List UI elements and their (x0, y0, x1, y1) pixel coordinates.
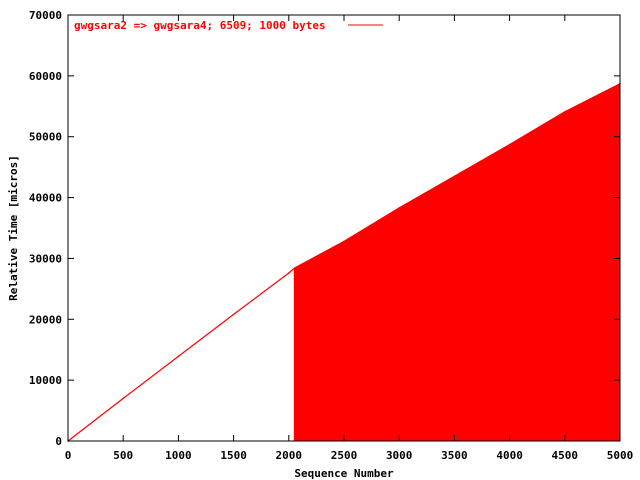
y-tick-label: 40000 (29, 192, 62, 205)
series-point (288, 272, 290, 274)
ticks-layer: 0 500 1000 1500 2000 2500 3000 3500 4000 4500 5000… (29, 9, 633, 462)
x-tick-label: 1500 (220, 449, 247, 462)
series-point (232, 313, 235, 316)
y-tick-label: 30000 (29, 252, 62, 265)
y-tick-label: 60000 (29, 70, 62, 83)
x-tick-label: 4000 (496, 449, 523, 462)
x-tick-label: 0 (65, 449, 72, 462)
x-tick-label: 3500 (441, 449, 468, 462)
series-impulses-fill (293, 82, 621, 442)
y-axis-label: Relative Time [micros] (7, 155, 20, 301)
x-tick-label: 1000 (165, 449, 192, 462)
x-tick-label: 5000 (607, 449, 634, 462)
series-point (122, 397, 124, 400)
series-layer (67, 82, 621, 442)
x-tick-label: 2500 (331, 449, 358, 462)
series-point (564, 110, 566, 113)
y-tick-label: 20000 (29, 313, 62, 326)
plot-area: 0 500 1000 1500 2000 2500 3000 3500 4000 4500 5000… (29, 9, 633, 462)
x-axis-label: Sequence Number (294, 467, 394, 480)
x-tick-label: 500 (113, 449, 133, 462)
series-point (177, 355, 180, 358)
y-tick-label: 0 (55, 435, 62, 448)
x-tick-label: 4500 (552, 449, 579, 462)
series-point (293, 267, 296, 269)
series-point (343, 240, 345, 243)
legend: gwgsara2 => gwgsara4; 6509; 1000 bytes (74, 19, 383, 32)
series-point (453, 175, 456, 178)
y-tick-label: 50000 (29, 131, 62, 144)
y-tick-label: 10000 (29, 374, 62, 387)
x-tick-label: 3000 (386, 449, 413, 462)
y-tick-label: 70000 (29, 9, 62, 22)
legend-label: gwgsara2 => gwgsara4; 6509; 1000 bytes (74, 19, 326, 32)
x-tick-label: 2000 (276, 449, 303, 462)
series-point (398, 207, 401, 209)
series-point (508, 143, 511, 146)
